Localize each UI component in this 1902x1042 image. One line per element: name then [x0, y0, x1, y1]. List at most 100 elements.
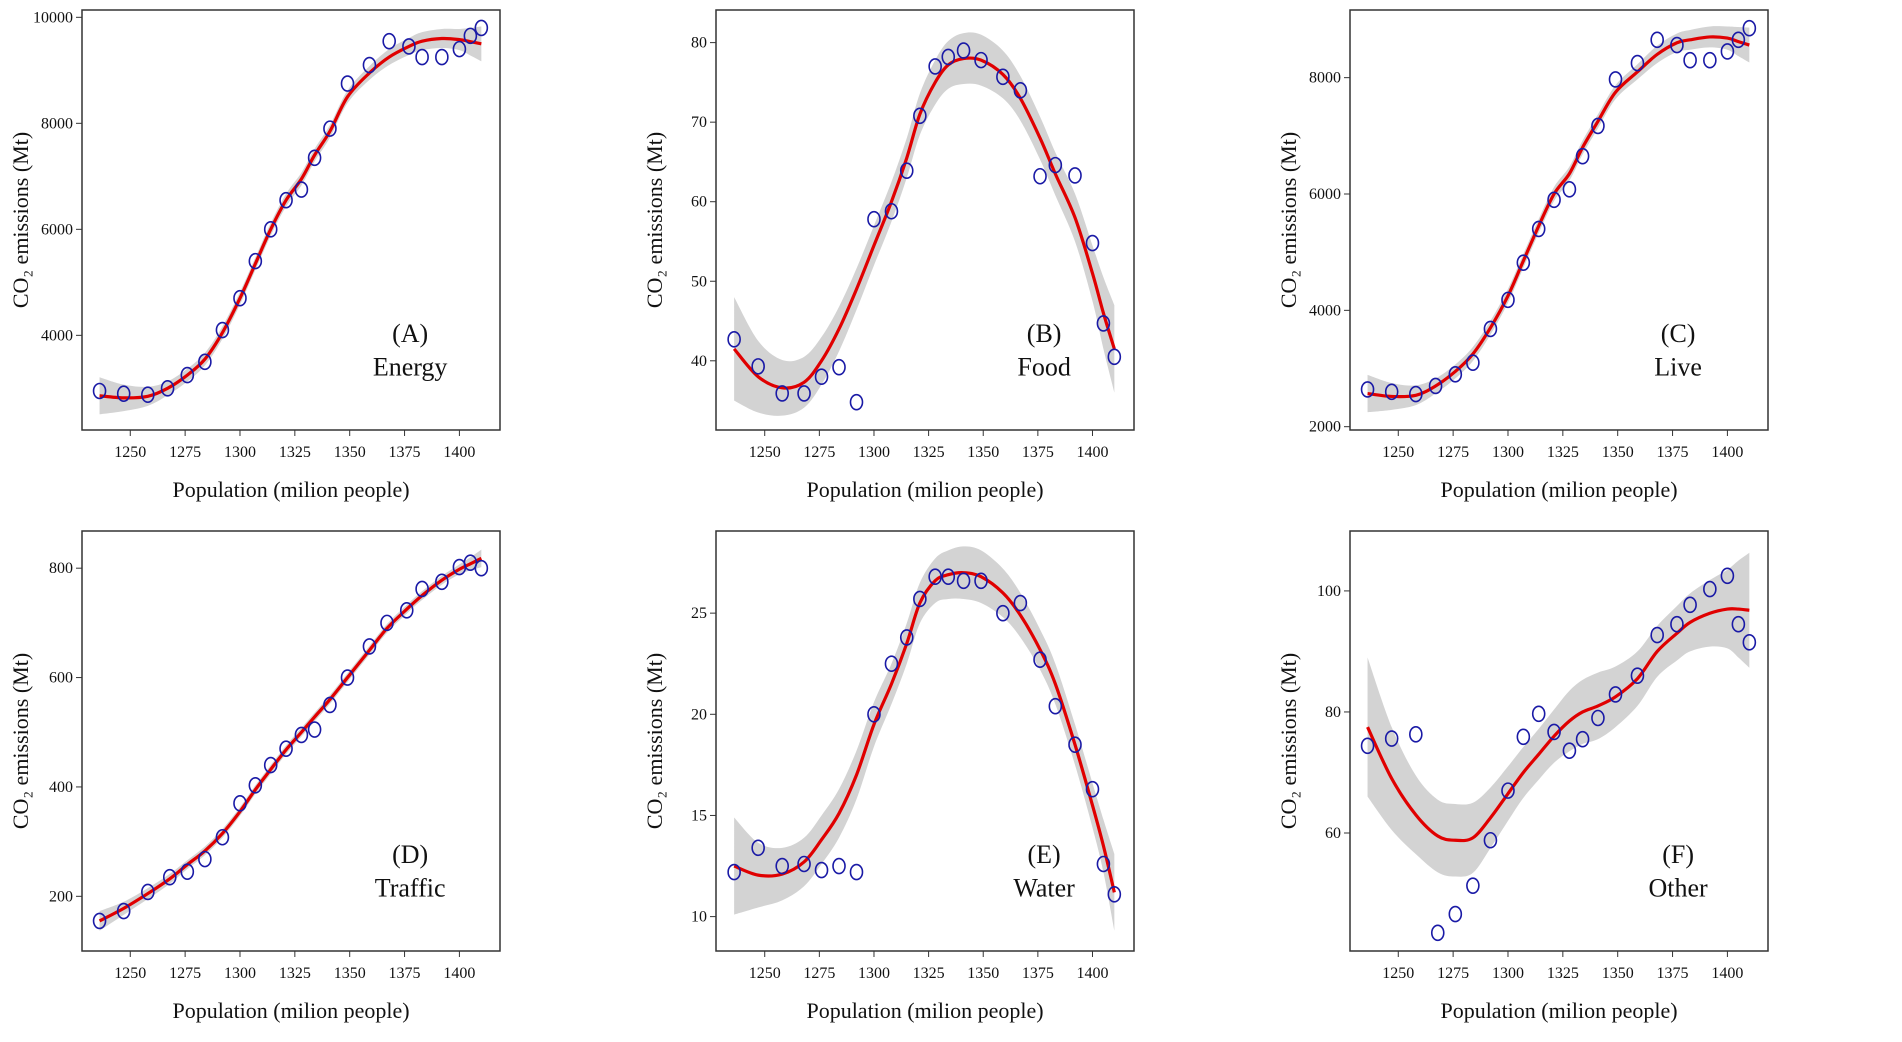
data-point: [307, 721, 322, 738]
data-point: [974, 572, 988, 590]
data-point: [294, 181, 309, 198]
data-point: [1650, 626, 1664, 644]
panel-label: (B): [1027, 319, 1062, 348]
data-point: [1683, 51, 1697, 69]
x-tick-label: 1375: [1022, 965, 1054, 982]
data-point: [198, 353, 212, 371]
data-point: [832, 857, 846, 875]
y-axis-label: CO₂ emissions (Mt): [8, 132, 33, 308]
confidence-band: [734, 546, 1115, 931]
x-tick-label: 1400: [443, 965, 475, 982]
chart-panel: 1250 1275 1300 1325 1350 1375 1400 2000 4000 6000…: [1276, 9, 1769, 502]
data-point: [474, 559, 489, 577]
x-tick-label: 1325: [913, 444, 945, 461]
data-point: [1703, 580, 1717, 598]
data-point: [867, 705, 881, 723]
data-point: [974, 51, 988, 69]
panel-title: Live: [1654, 352, 1702, 381]
y-tick-label: 80: [691, 35, 707, 52]
data-point: [1384, 730, 1399, 747]
data-point: [1085, 780, 1100, 798]
y-tick-label: 60: [691, 194, 707, 211]
x-tick-label: 1300: [1492, 965, 1524, 982]
x-tick-label: 1400: [1711, 444, 1743, 461]
data-point: [474, 19, 489, 37]
data-point: [1516, 254, 1531, 271]
plot-frame: [1349, 530, 1769, 952]
fit-line: [1366, 607, 1750, 843]
x-tick-label: 1275: [169, 965, 201, 982]
y-tick-label: 25: [691, 605, 707, 622]
data-point: [1501, 782, 1515, 799]
x-tick-label: 1325: [279, 965, 311, 982]
data-point: [956, 42, 971, 59]
data-point: [1703, 51, 1717, 69]
data-point: [1516, 728, 1531, 746]
data-point: [1107, 886, 1122, 903]
y-tick-label: 2000: [1309, 419, 1341, 436]
x-tick-label: 1250: [114, 965, 146, 982]
panel-title: Traffic: [375, 873, 446, 902]
data-point: [141, 883, 155, 901]
y-tick-label: 4000: [1309, 302, 1341, 319]
plot-frame: [81, 530, 501, 952]
data-point: [323, 696, 337, 714]
y-axis-label: CO₂ emissions (Mt): [1276, 653, 1301, 829]
data-point: [1448, 905, 1463, 923]
data-point: [323, 120, 337, 137]
data-point: [727, 863, 741, 881]
data-point: [899, 162, 914, 179]
y-tick-label: 6000: [1309, 186, 1341, 203]
data-point: [941, 568, 956, 586]
x-tick-label: 1350: [1602, 444, 1634, 461]
data-point: [797, 855, 811, 873]
x-tick-label: 1375: [389, 965, 421, 982]
data-point: [1430, 924, 1445, 942]
data-point: [1608, 686, 1623, 703]
data-point: [1650, 31, 1664, 49]
y-tick-label: 6000: [41, 221, 73, 238]
data-point: [435, 573, 449, 591]
y-tick-label: 400: [49, 779, 73, 796]
data-point: [1068, 736, 1082, 753]
data-point: [248, 252, 263, 270]
x-axis-label: Population (milion people): [172, 477, 409, 502]
data-point: [1360, 381, 1375, 398]
x-tick-label: 1400: [443, 444, 475, 461]
y-tick-label: 60: [1325, 825, 1341, 842]
y-tick-label: 8000: [41, 115, 73, 132]
data-point: [116, 385, 131, 402]
data-point: [996, 68, 1010, 86]
panel-label: (C): [1661, 319, 1696, 348]
data-point: [1428, 377, 1443, 395]
plot-frame: [1349, 9, 1769, 431]
x-tick-label: 1325: [913, 965, 945, 982]
data-point: [1483, 320, 1498, 338]
x-tick-label: 1250: [749, 965, 781, 982]
panel-title: Water: [1013, 873, 1075, 902]
data-point: [1547, 723, 1561, 741]
y-tick-label: 70: [691, 114, 707, 131]
data-point: [1409, 726, 1423, 743]
data-point: [399, 601, 414, 619]
confidence-band: [734, 32, 1115, 416]
x-tick-label: 1275: [1437, 444, 1469, 461]
x-tick-label: 1300: [224, 444, 256, 461]
x-tick-label: 1325: [1547, 444, 1579, 461]
data-point: [1562, 742, 1577, 759]
data-point: [1575, 147, 1590, 165]
data-point: [340, 669, 355, 686]
x-axis-label: Population (milion people): [806, 477, 1043, 502]
plot-frame: [715, 9, 1135, 431]
x-tick-label: 1375: [1657, 965, 1689, 982]
y-tick-label: 800: [49, 560, 73, 577]
y-tick-label: 40: [691, 353, 707, 370]
x-tick-label: 1400: [1076, 444, 1108, 461]
x-tick-label: 1350: [334, 965, 366, 982]
x-tick-label: 1275: [803, 965, 835, 982]
data-point: [1531, 220, 1546, 238]
chart-panel: 1250 1275 1300 1325 1350 1375 1400 60 80 100 Popul…: [1276, 530, 1769, 1023]
data-point: [996, 604, 1010, 622]
data-point: [380, 614, 394, 632]
data-point: [1013, 82, 1028, 99]
